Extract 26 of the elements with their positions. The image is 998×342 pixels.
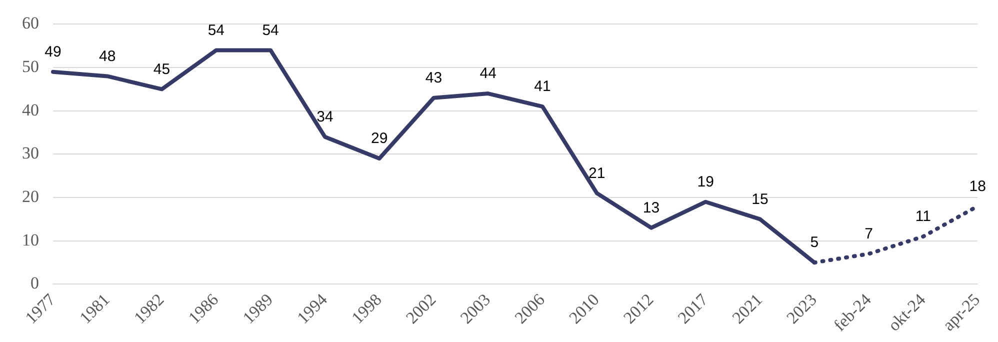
data-label: 54	[262, 22, 279, 39]
data-label: 21	[588, 164, 606, 182]
data-label: 7	[864, 226, 873, 242]
data-label: 11	[915, 208, 931, 226]
data-label: 19	[697, 174, 714, 190]
data-label: 15	[752, 190, 768, 208]
y-tick-label: 20	[22, 186, 39, 206]
y-tick-label: 50	[22, 57, 39, 76]
y-tick-label: 10	[22, 230, 39, 250]
data-label: 29	[370, 130, 388, 148]
y-tick-label: 40	[22, 100, 39, 120]
data-label: 34	[316, 108, 334, 126]
data-label: 44	[480, 65, 496, 82]
data-label: 13	[642, 200, 660, 216]
data-label: 41	[534, 78, 551, 96]
y-tick-label: 30	[22, 144, 39, 163]
data-label: 48	[99, 48, 116, 65]
data-label: 5	[810, 234, 819, 252]
data-label: 54	[208, 22, 225, 39]
data-label: 43	[425, 70, 442, 87]
y-tick-label: 60	[22, 14, 39, 33]
y-tick-label: 0	[30, 274, 39, 293]
data-label: 18	[969, 178, 986, 195]
data-label: 49	[44, 44, 62, 61]
data-label: 45	[153, 60, 170, 78]
x-tick-label: 1981	[76, 290, 114, 328]
